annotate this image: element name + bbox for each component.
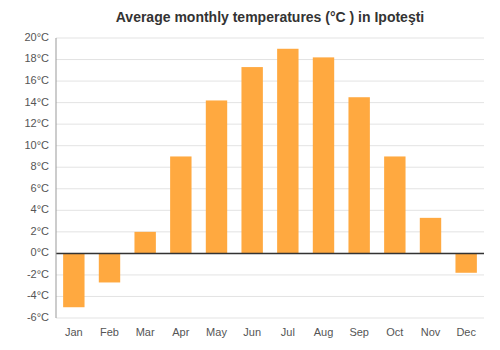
chart-container: Average monthly temperatures (°C ) in Ip… [0, 0, 500, 350]
title: Average monthly temperatures (°C ) in Ip… [116, 9, 424, 25]
x-tick-label: May [206, 326, 227, 338]
y-tick-label: 16°C [24, 74, 49, 86]
y-tick-label: 4°C [31, 203, 50, 215]
grid-line [56, 145, 484, 146]
y-tick-label: 14°C [24, 96, 49, 108]
grid [56, 38, 484, 318]
grid-line [56, 318, 484, 319]
y-tick-label: 10°C [24, 139, 49, 151]
y-tick-label: 0°C [31, 246, 50, 258]
bar [348, 97, 369, 253]
grid-line [56, 38, 484, 39]
bar [420, 218, 441, 254]
y-tick-label: -6°C [27, 311, 49, 323]
bar [134, 232, 155, 254]
x-tick-label: Jun [243, 326, 261, 338]
bar [384, 156, 405, 253]
y-tick-label: -4°C [27, 289, 49, 301]
x-tick-label: Sep [349, 326, 369, 338]
bar [313, 57, 334, 253]
y-tick-label: 20°C [24, 31, 49, 43]
bar [455, 253, 476, 272]
y-tick-label: 2°C [31, 225, 50, 237]
grid-line [56, 102, 484, 103]
baseline [56, 253, 484, 255]
bar [63, 253, 84, 307]
x-tick-label: Apr [172, 326, 189, 338]
bar [99, 253, 120, 282]
grid-line [56, 124, 484, 125]
x-tick-label: Aug [314, 326, 334, 338]
y-tick-label: 12°C [24, 117, 49, 129]
x-tick-label: Jul [281, 326, 295, 338]
x-tick-label: Feb [100, 326, 119, 338]
x-tick-label: Oct [386, 326, 403, 338]
bar [241, 67, 262, 253]
y-axis-labels: -6°C -4°C -2°C 0°C 2°C 4°C 6°C 8°C 10°C 12°C 14°C 1… [24, 31, 49, 323]
x-tick-label: Nov [421, 326, 441, 338]
x-tick-label: Jan [65, 326, 83, 338]
x-tick-label: Dec [456, 326, 476, 338]
bars [63, 49, 477, 307]
bar [170, 156, 191, 253]
x-tick-label: Mar [136, 326, 155, 338]
y-tick-label: 8°C [31, 160, 50, 172]
grid-line [56, 253, 484, 254]
y-tick-label: -2°C [27, 268, 49, 280]
bar [277, 49, 298, 254]
x-axis-labels: Jan Feb Mar Apr May Jun Jul Aug Sep Oct Nov Dec [65, 326, 476, 338]
y-tick-label: 18°C [24, 52, 49, 64]
chart: Average monthly temperatures (°C ) in Ip… [0, 0, 500, 350]
grid-line [56, 81, 484, 82]
grid-line [56, 59, 484, 60]
grid-line [56, 188, 484, 189]
grid-line [56, 210, 484, 211]
bar [206, 100, 227, 253]
grid-line [56, 167, 484, 168]
y-tick-label: 6°C [31, 182, 50, 194]
grid-line [56, 296, 484, 297]
y-axis-line [56, 38, 57, 318]
